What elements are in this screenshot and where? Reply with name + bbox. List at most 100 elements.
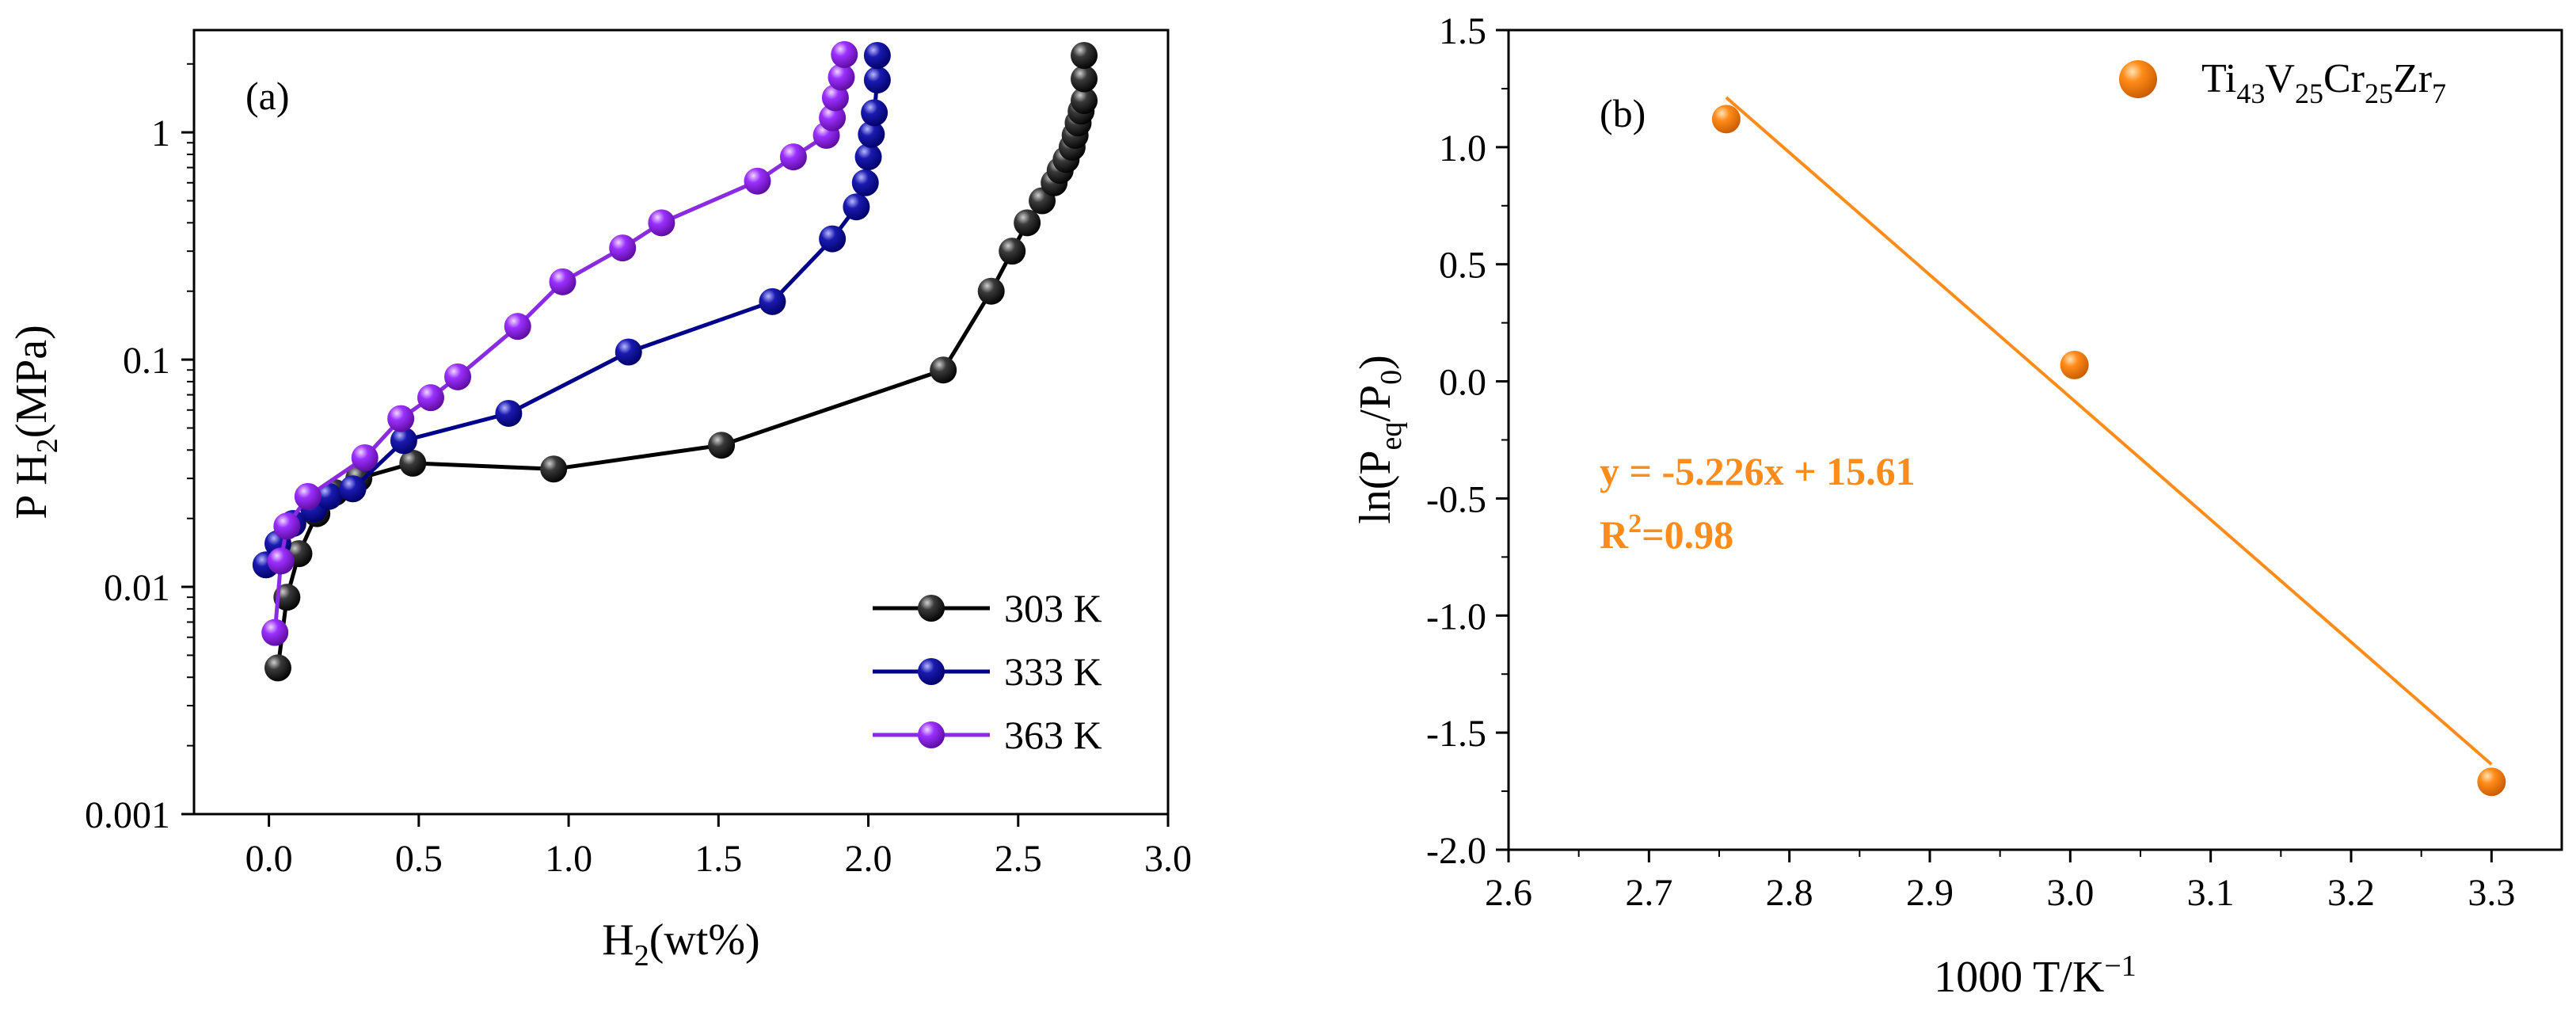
legend-marker	[918, 658, 945, 685]
data-point	[609, 234, 637, 262]
x-tick-label: 2.5	[995, 838, 1042, 880]
data-point	[264, 654, 291, 682]
x-tick-label: 3.0	[2046, 872, 2094, 914]
data-point	[351, 443, 379, 471]
legend-label: 333 K	[1004, 649, 1102, 694]
data-point	[648, 209, 675, 237]
panel-b-points	[1711, 105, 2506, 797]
legend-label: 303 K	[1004, 586, 1102, 630]
legend-marker	[2119, 60, 2157, 98]
data-point	[858, 120, 885, 148]
data-point	[819, 225, 847, 253]
data-point	[417, 384, 444, 412]
x-tick-label: 2.6	[1485, 872, 1532, 914]
data-point	[1014, 209, 1041, 237]
data-point	[261, 618, 289, 646]
x-tick-label: 1.0	[545, 838, 592, 880]
data-point	[267, 547, 295, 575]
data-point	[999, 238, 1026, 265]
data-point	[1071, 65, 1098, 93]
x-tick-label: 2.8	[1766, 872, 1813, 914]
data-point	[854, 143, 882, 171]
panel-b-y-axis-label: ln(Peq/P0)	[1351, 355, 1408, 524]
data-point	[294, 482, 322, 510]
data-point	[2477, 767, 2506, 797]
data-point	[2060, 350, 2089, 379]
y-tick-label: -1.0	[1426, 596, 1486, 638]
x-tick-label: 3.3	[2468, 872, 2515, 914]
data-point	[1071, 42, 1098, 70]
y-tick-label: 0.0	[1439, 362, 1486, 404]
panel-b-x-axis-label: 1000 T/K−1	[1934, 950, 2137, 1002]
panel-a-series	[252, 40, 1098, 682]
data-point	[390, 427, 417, 455]
panel-b: (b) 2.6 2.7 2.8 2.9 3.0 3.1 3.2 3.3 -2.0 -1.5 -1.…	[1351, 10, 2563, 1002]
legend-marker	[918, 595, 945, 622]
panel-b-label: (b)	[1600, 91, 1646, 135]
panel-a-y-axis-label: P H2(MPa)	[7, 325, 64, 520]
x-tick-label: 0.0	[245, 838, 293, 880]
data-point	[863, 42, 891, 70]
panel-a-x-axis-label: H2(wt%)	[602, 915, 759, 972]
legend-label: Ti43V25Cr25Zr7	[2201, 56, 2446, 109]
panel-a-label: (a)	[245, 74, 290, 118]
y-tick-label: 1.0	[1439, 128, 1486, 169]
data-point	[549, 268, 576, 295]
y-tick-label: 0.1	[123, 340, 170, 382]
panel-a-legend: 303 K 333 K 363 K	[873, 586, 1102, 757]
data-point	[387, 405, 415, 432]
x-tick-label: 1.5	[694, 838, 742, 880]
series-line	[272, 54, 847, 633]
data-point	[540, 455, 568, 483]
data-point	[977, 277, 1005, 305]
y-tick-label: 0.001	[85, 794, 170, 836]
series-333-K	[252, 42, 891, 579]
data-point	[1711, 105, 1741, 134]
data-point	[828, 63, 855, 91]
data-point	[819, 104, 847, 131]
panel-b-fit-line	[1725, 96, 2493, 766]
data-point	[339, 475, 367, 503]
data-point	[1071, 86, 1098, 114]
panel-b-frame	[1507, 29, 2563, 851]
x-tick-label: 2.7	[1625, 872, 1672, 914]
data-point	[744, 167, 771, 195]
x-tick-label: 3.1	[2187, 872, 2235, 914]
panel-b-legend: Ti43V25Cr25Zr7	[2119, 56, 2446, 109]
data-point	[863, 67, 891, 94]
data-point	[315, 482, 343, 510]
data-point	[861, 99, 888, 127]
data-point	[930, 356, 957, 384]
y-tick-label: 0.5	[1439, 245, 1486, 287]
data-point	[843, 193, 870, 221]
data-point	[615, 338, 642, 366]
panel-a-x-ticks: 0.0 0.5 1.0 1.5 2.0 2.5 3.0	[245, 814, 1192, 880]
y-tick-label: 0.01	[104, 567, 170, 609]
y-tick-label: 1.5	[1439, 10, 1486, 52]
x-tick-label: 3.2	[2327, 872, 2375, 914]
panel-a-frame	[192, 29, 1170, 816]
x-tick-label: 2.9	[1906, 872, 1954, 914]
legend-marker	[918, 721, 945, 748]
data-point	[779, 143, 807, 171]
x-tick-label: 0.5	[395, 838, 443, 880]
panel-b-r-squared: R2=0.98	[1600, 509, 1733, 557]
series-line	[276, 55, 1086, 668]
data-point	[708, 432, 736, 459]
data-point	[273, 512, 301, 540]
data-point	[851, 169, 879, 196]
y-tick-label: 1	[151, 112, 170, 154]
panel-b-equation: y = -5.226x + 15.61	[1600, 449, 1916, 493]
data-point	[399, 449, 427, 477]
data-point	[759, 287, 786, 315]
y-tick-label: -2.0	[1426, 830, 1486, 872]
panel-a: (a) 0.0 0.5 1.0 1.5 2.0 2.5 3.0 0.0010.010.11 …	[7, 29, 1192, 972]
x-tick-label: 2.0	[845, 838, 892, 880]
legend-label: 363 K	[1004, 713, 1102, 757]
data-point	[444, 363, 472, 390]
x-tick-label: 3.0	[1144, 838, 1192, 880]
panel-a-y-ticks: 0.001 0.01 0.1 1	[85, 63, 194, 836]
series-363-K	[261, 40, 858, 646]
data-point	[495, 399, 523, 427]
y-tick-label: -0.5	[1426, 478, 1486, 520]
